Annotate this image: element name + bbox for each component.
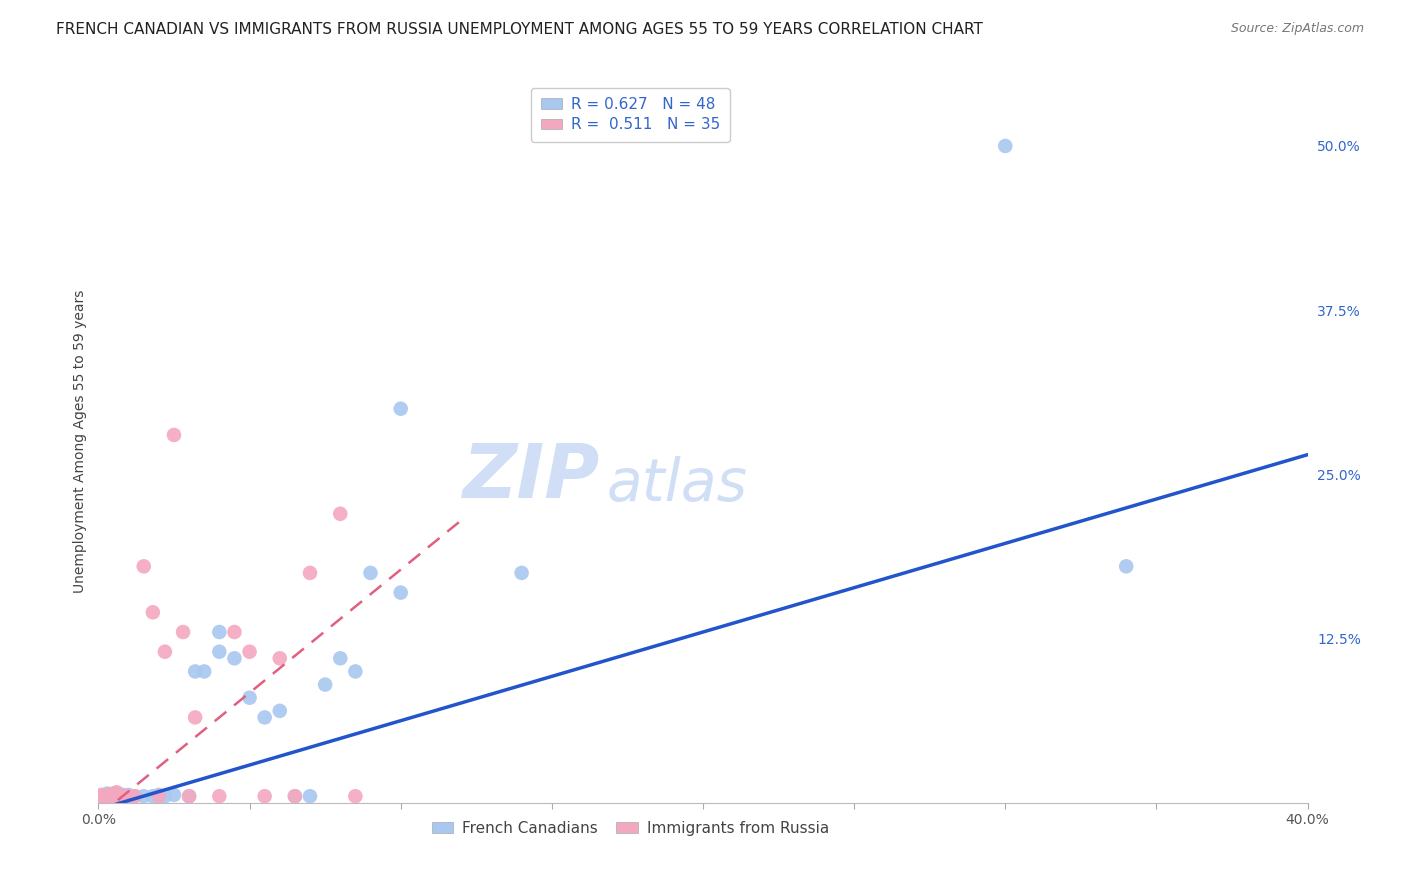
Point <box>96 788 118 802</box>
Point <box>90 789 112 804</box>
Point <box>118 789 141 804</box>
Point <box>329 507 352 521</box>
Point <box>153 789 176 804</box>
Point <box>253 789 276 804</box>
Text: atlas: atlas <box>606 457 747 514</box>
Point <box>93 788 115 802</box>
Point <box>103 787 125 801</box>
Point <box>108 789 131 804</box>
Point <box>96 787 118 801</box>
Point <box>111 789 134 804</box>
Point <box>111 789 134 804</box>
Point <box>105 789 128 804</box>
Point <box>114 789 136 804</box>
Point <box>208 645 231 659</box>
Point <box>163 428 186 442</box>
Point <box>163 788 186 802</box>
Point <box>114 789 136 804</box>
Point <box>96 788 118 802</box>
Point <box>90 790 112 805</box>
Point <box>93 789 115 804</box>
Point <box>103 789 125 804</box>
Point <box>103 788 125 802</box>
Point <box>100 788 122 802</box>
Point <box>329 651 352 665</box>
Point <box>90 789 112 804</box>
Point <box>299 789 322 804</box>
Point <box>103 788 125 802</box>
Point <box>142 789 165 804</box>
Point <box>118 789 141 804</box>
Legend: French Canadians, Immigrants from Russia: French Canadians, Immigrants from Russia <box>426 815 835 842</box>
Point <box>284 789 307 804</box>
Point <box>510 566 533 580</box>
Point <box>184 710 207 724</box>
Text: FRENCH CANADIAN VS IMMIGRANTS FROM RUSSIA UNEMPLOYMENT AMONG AGES 55 TO 59 YEARS: FRENCH CANADIAN VS IMMIGRANTS FROM RUSSI… <box>56 22 983 37</box>
Point <box>179 789 201 804</box>
Point <box>224 651 246 665</box>
Point <box>96 789 118 804</box>
Point <box>208 625 231 640</box>
Point <box>269 651 291 665</box>
Point <box>142 605 165 619</box>
Point <box>208 789 231 804</box>
Point <box>994 139 1017 153</box>
Point <box>111 788 134 802</box>
Point <box>269 704 291 718</box>
Point <box>105 787 128 801</box>
Point <box>179 789 201 804</box>
Point <box>148 789 170 804</box>
Point <box>93 790 115 805</box>
Point <box>124 789 146 804</box>
Point <box>239 645 262 659</box>
Point <box>184 665 207 679</box>
Point <box>93 790 115 805</box>
Point <box>1115 559 1137 574</box>
Point <box>224 625 246 640</box>
Point <box>239 690 262 705</box>
Point <box>344 789 367 804</box>
Point <box>100 789 122 804</box>
Point <box>314 677 336 691</box>
Point <box>118 788 141 802</box>
Point <box>96 789 118 804</box>
Point <box>389 401 412 416</box>
Point <box>153 645 176 659</box>
Point <box>389 585 412 599</box>
Point <box>105 789 128 804</box>
Point <box>284 789 307 804</box>
Point <box>132 559 155 574</box>
Point <box>132 789 155 804</box>
Point <box>344 665 367 679</box>
Point <box>148 788 170 802</box>
Point <box>193 665 215 679</box>
Point <box>172 625 194 640</box>
Point <box>124 789 146 804</box>
Text: ZIP: ZIP <box>463 442 600 514</box>
Point <box>148 789 170 804</box>
Point <box>108 788 131 802</box>
Point <box>253 710 276 724</box>
Point <box>103 790 125 805</box>
Point <box>360 566 382 580</box>
Point <box>100 789 122 804</box>
Point <box>105 785 128 799</box>
Point <box>100 788 122 802</box>
Point <box>103 789 125 804</box>
Text: Source: ZipAtlas.com: Source: ZipAtlas.com <box>1230 22 1364 36</box>
Point <box>299 566 322 580</box>
Y-axis label: Unemployment Among Ages 55 to 59 years: Unemployment Among Ages 55 to 59 years <box>73 290 87 593</box>
Point <box>108 789 131 804</box>
Point <box>90 788 112 802</box>
